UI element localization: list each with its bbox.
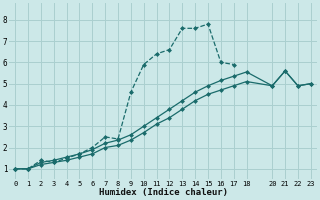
X-axis label: Humidex (Indice chaleur): Humidex (Indice chaleur) [99, 188, 228, 197]
